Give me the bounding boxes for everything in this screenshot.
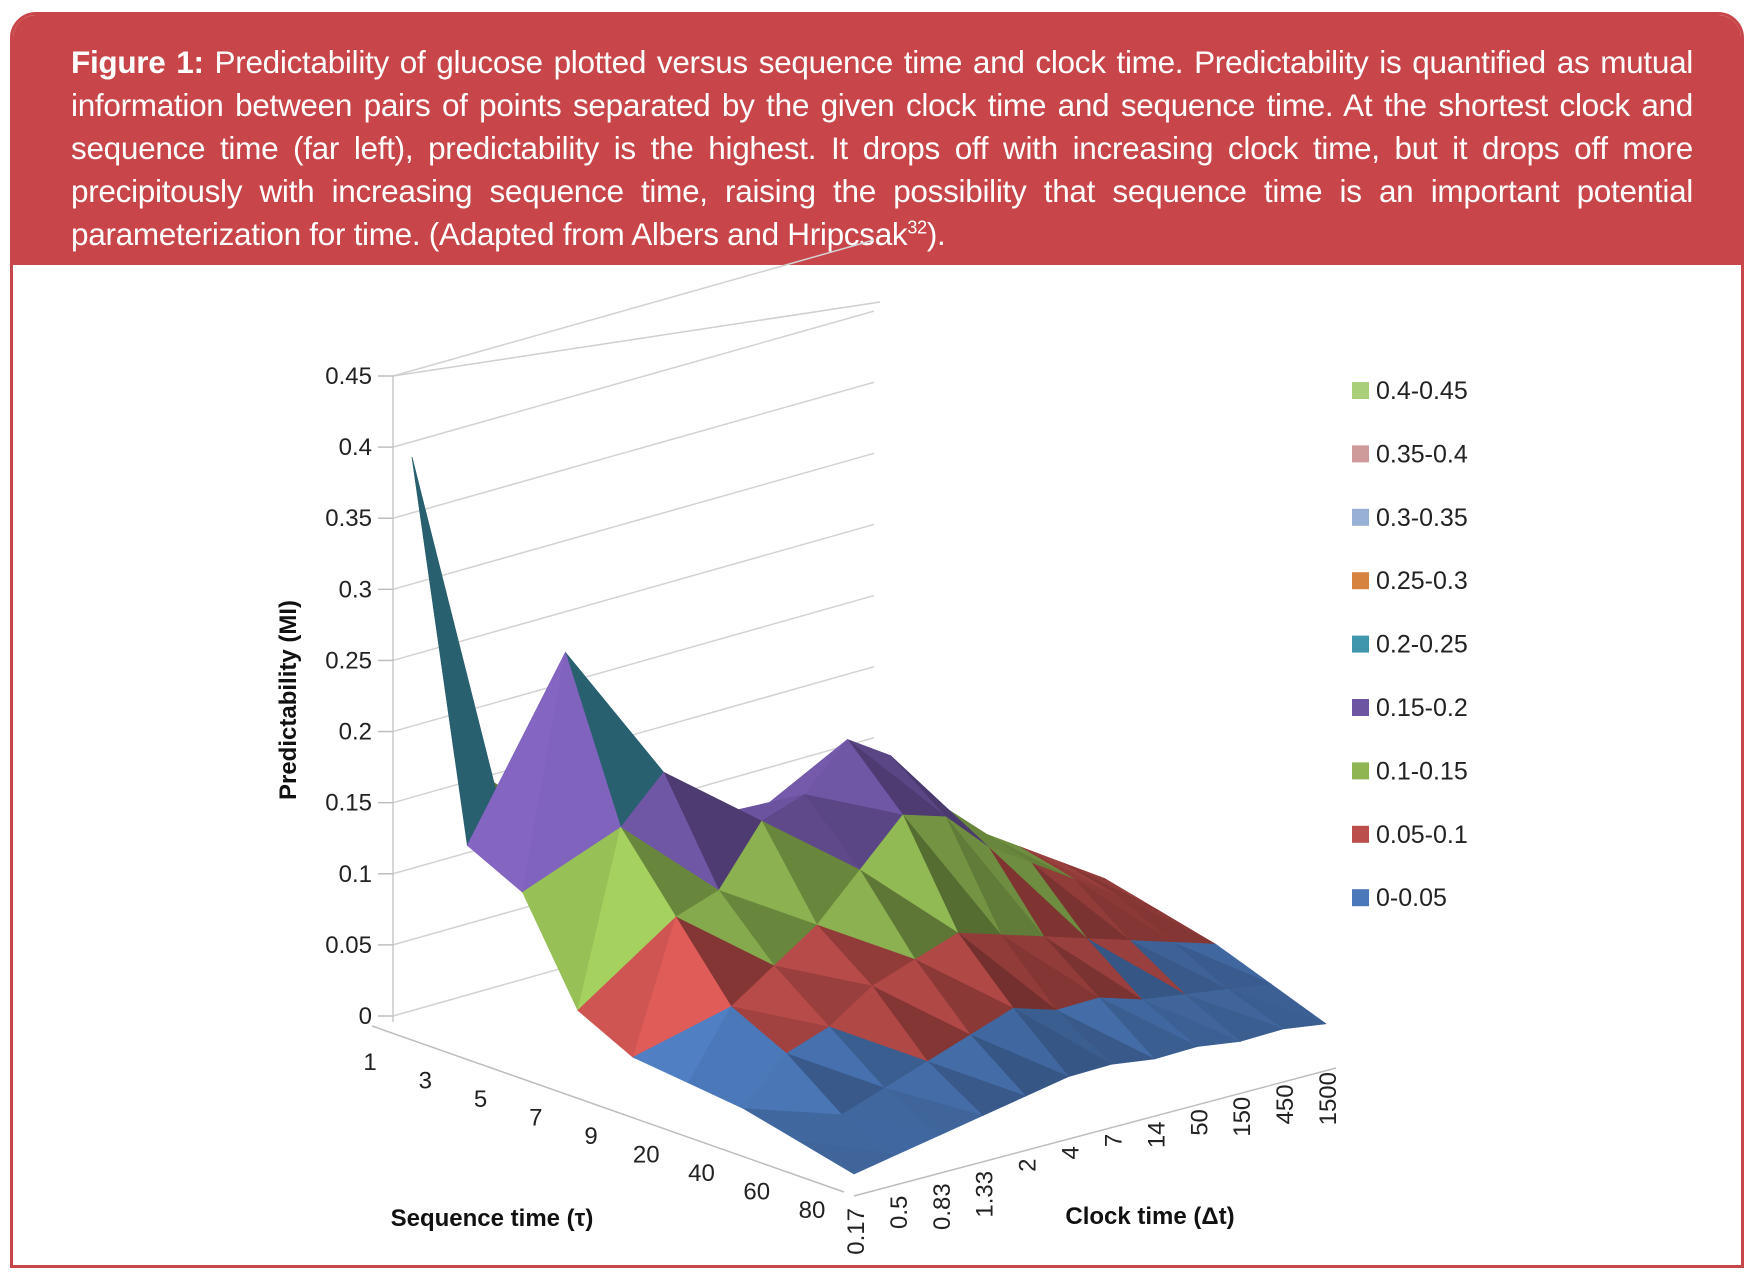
gridline [392,523,875,662]
z-tick-label: 0.45 [325,363,372,390]
z-tick-label: 0.4 [339,434,372,461]
clock-tick-label: 14 [1143,1121,1170,1148]
sequence-axis: 1 3 5 7 9 20 40 60 80 [363,1025,845,1224]
sequence-tick-label: 5 [474,1086,487,1113]
legend-swatch [1352,445,1369,463]
sequence-axis-line [371,1025,845,1193]
clock-tick-label: 2 [1015,1159,1042,1172]
legend-swatch [1352,825,1369,843]
figure-frame: Figure 1: Predictability of glucose plot… [10,12,1744,1268]
gridline [392,239,875,377]
z-axis-title: Predictability (MI) [275,600,302,800]
figure-caption: Figure 1: Predictability of glucose plot… [71,41,1693,256]
legend-swatch [1352,889,1369,907]
legend-swatch [1352,382,1369,399]
clock-tick-label: 0.17 [843,1208,870,1255]
z-tick-label: 0.15 [325,790,372,817]
legend-label: 0.15-0.2 [1376,694,1468,722]
clock-tick-label: 1.33 [972,1171,999,1218]
sequence-axis-title: Sequence time (τ) [391,1205,594,1232]
legend-label: 0.05-0.1 [1376,821,1468,849]
sequence-tick-label: 40 [688,1160,715,1187]
caption-body: Predictability of glucose plotted versus… [71,44,1693,252]
sequence-tick-label: 7 [529,1105,542,1132]
clock-tick-label: 150 [1229,1097,1256,1137]
caption-box: Figure 1: Predictability of glucose plot… [13,15,1741,265]
legend-label: 0.1-0.15 [1376,757,1468,785]
clock-tick-label: 0.5 [886,1196,913,1229]
surface-facet [798,1141,898,1175]
sequence-tick-label: 3 [419,1068,432,1095]
sequence-tick-label: 1 [363,1049,376,1076]
caption-label: Figure 1: [71,44,204,80]
legend-label: 0.35-0.4 [1376,440,1468,468]
clock-tick-label: 1500 [1315,1072,1342,1125]
clock-tick-label: 0.83 [929,1183,956,1230]
clock-tick-label: 50 [1186,1109,1213,1136]
sequence-tick-label: 80 [799,1197,826,1224]
z-tick-label: 0.1 [339,861,372,888]
gridline [392,310,875,448]
clock-axis: 0.17 0.5 0.83 1.33 2 4 7 14 50 150 450 1500 [843,1067,1342,1255]
surface-plot [411,457,1327,1175]
back-edge [392,301,881,377]
z-tick-label: 0.35 [325,505,372,532]
caption-tail: ). [926,216,946,252]
z-tick-label: 0.25 [325,647,372,674]
surface-facet [411,457,511,848]
z-tick-label: 0.2 [339,719,372,746]
legend-swatch [1352,508,1369,526]
legend-label: 0.25-0.3 [1376,567,1468,595]
legend-label: 0.3-0.35 [1376,504,1468,532]
legend-label: 0.2-0.25 [1376,631,1468,659]
clock-axis-title: Clock time (Δt) [1065,1203,1234,1230]
legend-swatch [1352,635,1369,653]
gridline [392,381,875,519]
clock-tick-label: 4 [1058,1146,1085,1159]
caption-reference: 32 [907,217,927,238]
legend-label: 0-0.05 [1376,884,1447,912]
sequence-tick-label: 20 [633,1142,660,1169]
gridline [392,452,875,591]
legend-swatch [1352,762,1369,780]
clock-tick-label: 450 [1272,1084,1299,1124]
clock-axis-line [853,1067,1337,1197]
z-tick-label: 0.3 [339,576,372,603]
legend: 0.4-0.45 0.35-0.4 0.3-0.35 0.25-0.3 0.2-0.25… [1352,377,1468,912]
z-tick-label: 0.05 [325,932,372,959]
sequence-tick-label: 9 [584,1123,597,1150]
z-axis-ticks: 0 0.05 0.1 0.15 0.2 0.25 0.3 0.35 0.4 0.45 [325,363,393,1030]
clock-tick-label: 7 [1100,1134,1127,1147]
legend-swatch [1352,572,1369,590]
legend-label: 0.4-0.45 [1376,377,1468,405]
z-tick-label: 0 [359,1003,372,1030]
sequence-tick-label: 60 [743,1179,770,1206]
legend-swatch [1352,699,1369,716]
